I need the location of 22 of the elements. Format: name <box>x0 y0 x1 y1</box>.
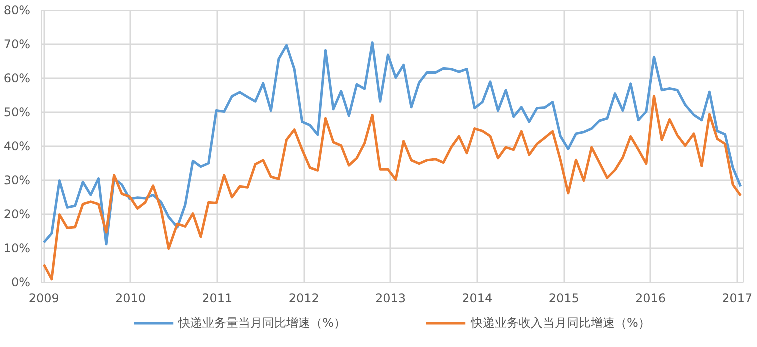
x-tick-label: 2015 <box>548 292 580 306</box>
x-tick-label: 2011 <box>202 292 233 306</box>
x-tick-label: 2013 <box>375 292 406 306</box>
legend-label: 快递业务收入当月同比增速（%） <box>471 314 650 332</box>
y-tick-label: 10% <box>4 242 30 256</box>
x-tick-label: 2014 <box>462 292 493 306</box>
x-tick-label: 2012 <box>288 292 320 306</box>
y-tick-label: 0% <box>11 276 31 290</box>
y-tick-label: 20% <box>4 208 30 222</box>
y-tick-label: 60% <box>4 72 30 86</box>
x-tick-label: 2016 <box>635 292 666 306</box>
legend-label: 快递业务量当月同比增速（%） <box>178 314 346 332</box>
line-series <box>42 42 742 246</box>
y-tick-label: 50% <box>4 106 30 120</box>
y-tick-label: 40% <box>4 140 30 154</box>
x-tick-label: 2009 <box>28 292 60 306</box>
y-tick-label: 30% <box>4 174 30 188</box>
y-tick-label: 80% <box>4 4 30 18</box>
y-tick-label: 70% <box>4 38 30 52</box>
line-series <box>42 94 742 281</box>
x-tick-label: 2010 <box>115 292 146 306</box>
x-tick-label: 2017 <box>722 292 753 306</box>
